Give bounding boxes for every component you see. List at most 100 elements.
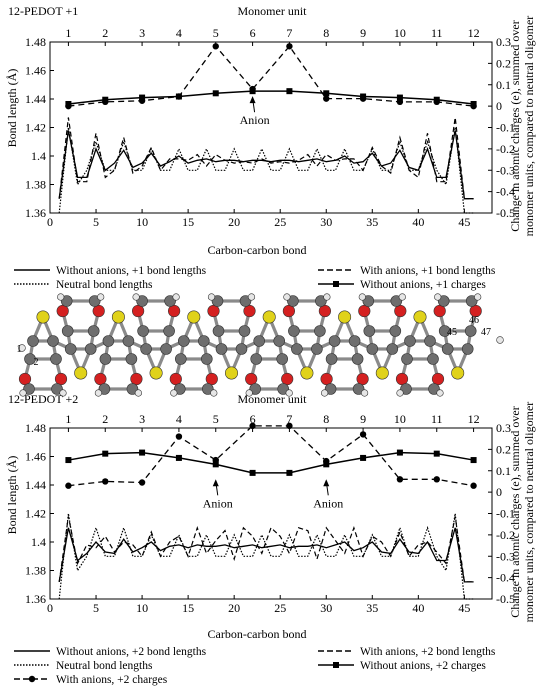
panel2-ytick-label: 1.4 [31, 535, 46, 549]
panel1-top-tick-label: 5 [213, 26, 219, 40]
hydrogen-atom [436, 389, 444, 397]
carbon-atom [102, 335, 115, 347]
carbon-atom [160, 343, 172, 355]
panel2-charge-point-with-anions [470, 482, 477, 489]
panel1-top-tick-label: 7 [286, 26, 292, 40]
panel1-top-axis-label: Monomer unit [238, 4, 308, 18]
panel2-ytick-label: 1.38 [25, 564, 46, 578]
carbon-atom [253, 335, 266, 347]
oxygen-atom [243, 304, 256, 318]
panel1-ytick-label: 1.48 [25, 35, 46, 49]
panel1-annotation-label: Anion [240, 113, 270, 127]
panel1-charge-point-without-anions [470, 100, 477, 107]
hydrogen-atom [207, 293, 216, 301]
hydrogen-atom [59, 389, 67, 397]
panel1-xtick-label: 40 [412, 215, 424, 229]
sulfur-atom [36, 310, 50, 324]
carbon-atom [235, 343, 248, 355]
panel2-series-without-anions-charges [68, 451, 474, 474]
panel1-ytick-label: 1.36 [25, 206, 46, 220]
oxygen-atom [56, 304, 69, 318]
hydrogen-atom [97, 293, 105, 301]
oxygen-atom [358, 304, 371, 318]
hydrogen-atom [474, 293, 482, 301]
panel1-series-without-anions-plus1 [58, 130, 474, 200]
panel1-series-neutral [58, 127, 474, 214]
panel1-legend-label: Without anions, +1 bond lengths [56, 265, 207, 277]
molecule-atom-label: 2 [34, 357, 39, 368]
panel2-y2tick-label: -0.4 [496, 571, 515, 585]
sulfur-atom [111, 310, 125, 324]
carbon-atom [212, 325, 225, 337]
panel1-xtick-label: 20 [228, 215, 240, 229]
carbon-atom [363, 325, 376, 337]
carbon-atom [351, 353, 364, 365]
oxygen-atom [433, 304, 446, 318]
carbon-atom [99, 353, 112, 365]
panel1-top-tick-label: 8 [323, 26, 329, 40]
panel1-y2label-line1: Change in atomic charges (e), summed ove… [508, 20, 522, 231]
panel2-charge-point-without-anions [433, 450, 440, 457]
panel1-plot-area: 0 5 10 15 20 25 30 35 40 451 2 3 4 5 6 7 8 9 10 11 121.361.3… [25, 26, 515, 229]
oxygen-atom [245, 372, 258, 386]
carbon-atom [122, 335, 135, 347]
panel1-xtick-label: 15 [182, 215, 194, 229]
panel2-charge-point-without-anions [396, 449, 403, 456]
panel2-top-axis-label: Monomer unit [238, 392, 308, 406]
carbon-atom [386, 343, 399, 355]
panel1-y2tick-label: 0.2 [496, 56, 511, 70]
oxygen-atom [18, 372, 32, 386]
panel2-top-tick-label: 4 [176, 412, 182, 426]
carbon-atom [140, 343, 152, 355]
hydrogen-atom [170, 389, 178, 397]
hydrogen-atom [132, 293, 140, 301]
oxygen-atom [356, 372, 369, 386]
carbon-atom [24, 353, 36, 365]
panel2-xtick-label: 40 [412, 601, 424, 615]
panel1-y2tick-label: 0.1 [496, 78, 511, 92]
panel1-ytick-label: 1.38 [25, 178, 46, 192]
carbon-atom [163, 325, 175, 337]
carbon-atom [250, 353, 263, 365]
panel2-xtick-label: 35 [366, 601, 378, 615]
panel1-xtick-label: 5 [93, 215, 99, 229]
panel1-y2tick-label: 0.3 [496, 35, 511, 49]
panel1-top-tick-label: 3 [139, 26, 145, 40]
panel1-ylabel: Bond length (Å) [5, 69, 19, 148]
oxygen-atom [395, 372, 409, 386]
panel2-xtick-label: 20 [228, 601, 240, 615]
oxygen-atom [54, 372, 68, 386]
carbon-atom [178, 335, 190, 347]
panel2-y2tick-label: 0.2 [496, 442, 511, 456]
carbon-atom [276, 353, 289, 365]
carbon-atom [64, 343, 77, 355]
molecule-atom-label: 47 [481, 327, 491, 338]
panel2-series-without-anions-plus2 [58, 527, 474, 583]
panel-plus2: 12-PEDOT +2 Monomer unit 0 5 10 15 20 25 30 35 4… [5, 392, 536, 641]
panel1-y2tick-label: -0.3 [496, 163, 515, 177]
panel2-y2tick-label: -0.3 [496, 549, 515, 563]
oxygen-atom [320, 372, 333, 386]
panel2-xtick-label: 5 [93, 601, 99, 615]
hydrogen-atom [496, 336, 504, 344]
carbon-atom [461, 343, 474, 355]
panel2-top-tick-label: 1 [65, 412, 71, 426]
carbon-atom [27, 335, 39, 347]
panel1-y2tick-label: -0.2 [496, 142, 515, 156]
panel2-charge-point-without-anions [65, 457, 72, 464]
panel2-series-neutral [58, 513, 474, 600]
panel1-y2tick-label: -0.5 [496, 206, 515, 220]
panel2-y2tick-label: 0.3 [496, 421, 511, 435]
hydrogen-atom [285, 389, 293, 397]
panel1-xtick-label: 10 [136, 215, 148, 229]
panel2-xtick-label: 45 [458, 601, 470, 615]
panel2-ylabel: Bond length (Å) [5, 456, 19, 535]
oxygen-atom [394, 304, 407, 318]
sulfur-atom [375, 366, 389, 380]
sulfur-atom [225, 366, 239, 380]
panel1-charge-point-without-anions [212, 90, 219, 97]
panel1-top-tick-label: 1 [65, 26, 71, 40]
carbon-atom [291, 343, 303, 355]
panel2-y2tick-label: -0.5 [496, 592, 515, 606]
panel2-charge-point-with-anions [102, 478, 109, 485]
